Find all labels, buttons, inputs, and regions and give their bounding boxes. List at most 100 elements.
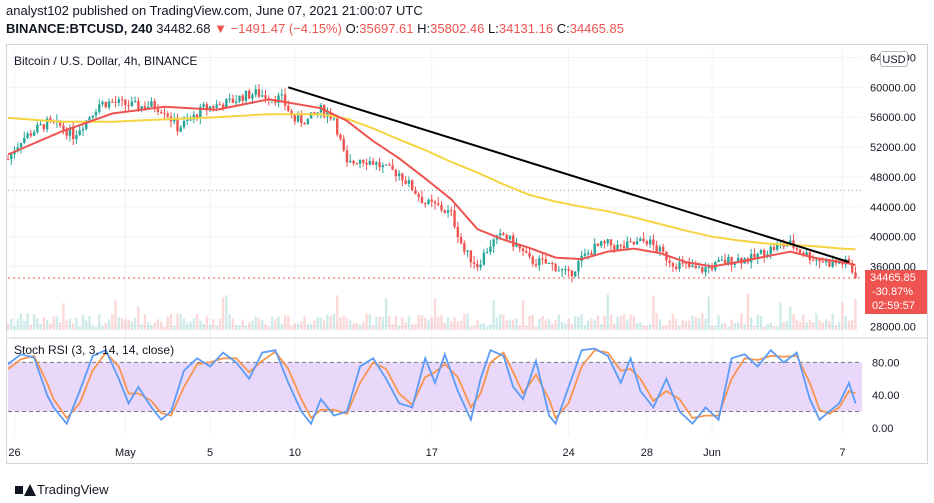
candle-body	[336, 118, 339, 135]
volume-bar	[847, 320, 851, 330]
volume-bar	[345, 318, 349, 330]
x-tick-label: 28	[641, 447, 653, 459]
volume-bar	[505, 319, 508, 330]
candle-body	[287, 105, 290, 111]
close-value: 34465.85	[569, 21, 624, 36]
candle-body	[688, 263, 691, 267]
candle-body	[678, 262, 681, 269]
candle-body	[342, 138, 345, 151]
volume-bar	[433, 298, 437, 330]
volume-bar	[287, 315, 290, 330]
volume-bar	[525, 325, 528, 330]
candle-body	[78, 130, 81, 135]
candle-body	[248, 90, 251, 99]
slow-moving-average-line	[7, 113, 856, 251]
volume-bar	[19, 313, 23, 330]
candle-body	[753, 253, 756, 258]
volume-bar	[257, 318, 261, 330]
volume-bar	[802, 314, 805, 330]
candle-body	[720, 259, 724, 261]
candle-body	[150, 101, 153, 107]
volume-bar	[453, 317, 456, 330]
volume-bar	[16, 319, 19, 330]
volume-bar	[736, 322, 740, 330]
volume-bar	[225, 295, 228, 330]
volume-bar	[798, 321, 802, 330]
volume-bar	[811, 322, 815, 330]
volume-bar	[127, 319, 130, 330]
candle-body	[10, 154, 13, 160]
volume-bar	[763, 326, 766, 330]
volume-bar	[394, 315, 398, 330]
candle-body	[143, 106, 147, 109]
candle-body	[417, 194, 420, 198]
volume-bar	[544, 320, 548, 330]
volume-bar	[290, 325, 293, 330]
candle-body	[466, 250, 469, 252]
chart-frame	[6, 44, 928, 464]
candle-body	[388, 164, 391, 166]
candle-body	[603, 241, 606, 244]
volume-bar	[795, 319, 799, 330]
volume-bar	[616, 316, 619, 330]
volume-bar	[554, 319, 557, 330]
volume-bar	[671, 313, 675, 330]
volume-bar	[629, 314, 632, 330]
candle-body	[277, 95, 280, 103]
candle-body	[23, 137, 26, 143]
volume-bar	[62, 303, 65, 330]
volume-bar	[417, 314, 420, 330]
candle-body	[225, 99, 228, 109]
candle-body	[629, 241, 632, 243]
candle-body	[828, 260, 831, 267]
volume-bar	[212, 319, 215, 330]
candle-body	[482, 252, 486, 265]
candle-body	[195, 114, 199, 119]
volume-bar	[371, 325, 375, 330]
candle-body	[463, 243, 466, 252]
candle-body	[127, 105, 130, 107]
volume-bar	[508, 319, 512, 330]
y-tick-label: 60000.00	[870, 82, 916, 94]
volume-bar	[772, 326, 776, 330]
close-label: C:	[556, 21, 570, 36]
candle-body	[19, 142, 23, 148]
candle-body	[639, 238, 642, 242]
candle-body	[691, 265, 694, 267]
volume-bar	[420, 315, 424, 330]
candle-body	[583, 253, 587, 256]
high-value: 35802.46	[430, 21, 485, 36]
candle-body	[384, 164, 388, 166]
volume-bar	[261, 320, 264, 330]
volume-bar	[570, 323, 574, 330]
candle-body	[407, 180, 411, 184]
volume-bar	[391, 324, 394, 330]
candle-body	[42, 124, 46, 130]
volume-bar	[658, 319, 662, 330]
candle-body	[75, 134, 78, 140]
stoch-k-line	[7, 347, 857, 426]
candle-body	[824, 260, 828, 263]
candle-body	[446, 210, 450, 213]
volume-bar	[841, 302, 844, 330]
x-tick-label: Jun	[703, 447, 721, 459]
currency-button[interactable]: USD	[880, 51, 908, 67]
candle-body	[815, 259, 818, 261]
stoch-y-tick-label: 80.00	[872, 357, 900, 369]
last-price: 34482.68	[156, 21, 211, 36]
volume-bar	[309, 323, 313, 330]
volume-bar	[489, 324, 492, 330]
tradingview-watermark[interactable]: TradingView	[15, 482, 109, 497]
volume-bar	[23, 321, 26, 330]
candle-body	[648, 239, 652, 245]
volume-bar	[91, 325, 94, 330]
volume-bar	[482, 323, 486, 330]
price-badge-countdown: 02:59:57	[872, 300, 915, 312]
candle-body	[430, 199, 433, 202]
volume-bar	[228, 314, 231, 330]
candle-body	[358, 159, 362, 164]
volume-bar	[316, 317, 319, 330]
candle-body	[166, 113, 169, 117]
volume-bar	[238, 325, 241, 330]
